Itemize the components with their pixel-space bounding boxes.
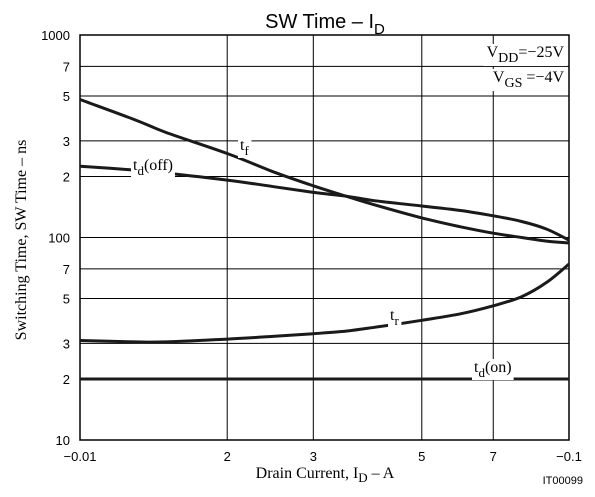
x-axis-label: Drain Current, ID – A xyxy=(256,465,395,485)
curve-tr xyxy=(79,262,570,344)
x-tick-label: 5 xyxy=(418,449,425,464)
y-tick-label: 3 xyxy=(63,336,70,351)
x-tick-label: −0.01 xyxy=(64,449,97,464)
svg-text:td(off): td(off) xyxy=(133,157,173,178)
y-tick-label: 5 xyxy=(63,291,70,306)
curve-label-td(off): td(off) xyxy=(131,157,175,178)
x-tick-label: −0.1 xyxy=(556,449,582,464)
chart-title: SW Time – ID xyxy=(265,11,385,38)
curves xyxy=(79,98,570,381)
curve-tf xyxy=(79,98,570,245)
y-tick-label: 10 xyxy=(56,433,70,448)
svg-text:td(on): td(on) xyxy=(474,359,512,380)
y-tick-label: 100 xyxy=(48,231,70,246)
y-tick-label: 2 xyxy=(63,372,70,387)
figure-code: IT00099 xyxy=(543,475,583,487)
svg-text:VDD=−25V: VDD=−25V xyxy=(487,44,565,66)
conditions: VDD=−25V VGS =−4V xyxy=(483,44,567,91)
y-tick-label: 7 xyxy=(63,262,70,277)
curve-label-tr: tr xyxy=(388,307,402,328)
grid xyxy=(79,34,570,441)
y-tick-label: 5 xyxy=(63,89,70,104)
tick-labels: 10 2 3 5 7 100 2 3 5 7 1000 −0.01 2 3 5 7 −0.1 xyxy=(41,28,582,464)
y-tick-label: 7 xyxy=(63,59,70,74)
condition-line: VDD=−25V xyxy=(483,44,567,66)
y-tick-label: 1000 xyxy=(41,28,70,43)
condition-line: VGS =−4V xyxy=(489,69,567,91)
x-tick-label: 2 xyxy=(224,449,231,464)
y-tick-label: 2 xyxy=(63,170,70,185)
svg-text:tf: tf xyxy=(240,137,249,158)
y-axis-label: Switching Time, SW Time – ns xyxy=(13,140,30,341)
svg-text:tr: tr xyxy=(390,307,399,328)
plot-frame xyxy=(79,34,570,441)
y-tick-label: 3 xyxy=(63,134,70,149)
curve-label-td(on): td(on) xyxy=(472,359,514,380)
curve-label-tf: tf xyxy=(238,137,252,158)
curve-labels: tf td(off) tr td(on) xyxy=(131,137,514,380)
svg-text:VGS =−4V: VGS =−4V xyxy=(493,69,565,91)
x-tick-label: 7 xyxy=(490,449,497,464)
x-tick-label: 3 xyxy=(310,449,317,464)
